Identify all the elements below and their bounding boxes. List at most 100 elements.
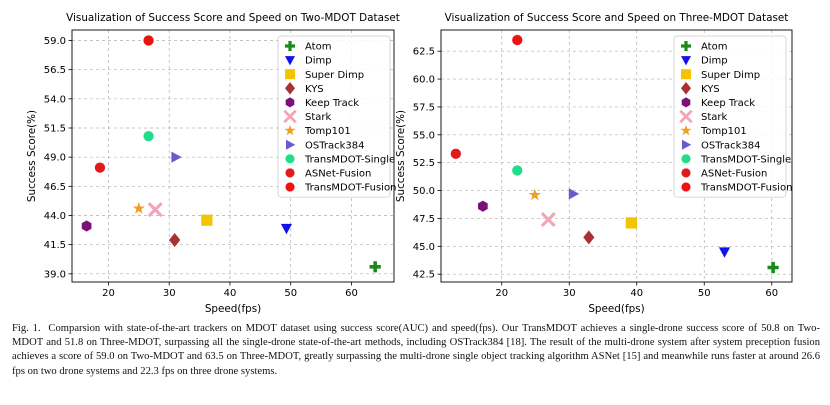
legend-marker-asnet-fusion (681, 167, 691, 178)
point-super-dimp (201, 214, 213, 226)
caption-label: Fig. 1. (12, 323, 41, 334)
point-kys (583, 230, 595, 245)
x-tick-label: 30 (163, 288, 176, 299)
legend-label: OSTrack384 (305, 140, 364, 151)
legend-label: TransMDOT-Fusion (304, 183, 396, 194)
point-tomp101 (132, 202, 145, 214)
point-transmdot-fusion (143, 34, 155, 47)
point-atom (767, 261, 779, 274)
figure-caption: Fig. 1. Comparsion with state-of-the-art… (12, 322, 820, 379)
y-tick-label: 50.0 (413, 186, 435, 197)
legend-marker-kys (285, 82, 295, 95)
legend-marker-atom (681, 41, 691, 51)
x-tick-label: 40 (224, 288, 237, 299)
x-axis-label: Speed(fps) (588, 303, 644, 315)
legend-label: Keep Track (305, 98, 359, 109)
x-tick-label: 20 (495, 288, 508, 299)
legend-box (277, 35, 391, 198)
x-tick-label: 60 (765, 288, 778, 299)
figure: Visualization of Success Score and Speed… (26, 12, 793, 315)
x-tick-label: 40 (630, 288, 643, 299)
x-tick-label: 30 (563, 288, 576, 299)
point-dimp (280, 223, 293, 235)
point-transmdot-fusion (511, 34, 523, 46)
x-tick-label: 50 (284, 288, 297, 299)
point-transmdot-single (143, 130, 155, 142)
legend-marker-asnet-fusion (285, 167, 295, 178)
point-keep-track (478, 200, 488, 212)
y-axis-label: Success Score(%) (395, 110, 407, 202)
x-tick-label: 20 (102, 288, 115, 299)
y-axis-label: Success Score(%) (26, 110, 38, 202)
chart-title: Visualization of Success Score and Speed… (66, 12, 400, 24)
legend-marker-atom (285, 41, 295, 51)
y-tick-label: 62.5 (413, 47, 435, 58)
legend-marker-transmdot-fusion (681, 182, 691, 192)
x-axis-label: Speed(fps) (205, 303, 261, 315)
y-tick-label: 39.0 (44, 269, 66, 280)
legend-label: Super Dimp (305, 70, 364, 81)
y-tick-label: 41.5 (44, 240, 66, 251)
legend-marker-dimp (681, 56, 691, 66)
point-keep-track (81, 220, 92, 232)
legend-marker-dimp (285, 56, 295, 66)
legend-marker-transmdot-single (681, 153, 691, 164)
caption-text: Comparsion with state-of-the-art tracker… (12, 323, 820, 377)
y-tick-label: 46.5 (44, 182, 66, 193)
point-atom (369, 261, 381, 273)
legend-label: Atom (305, 42, 331, 53)
legend-marker-keep-track (681, 97, 691, 108)
legend-marker-super-dimp (285, 69, 295, 80)
legend: Atom Dimp Super Dimp KYS Keep Track Stark Tomp… (277, 35, 396, 198)
legend-label: OSTrack384 (701, 140, 760, 151)
legend-label: TransMDOT-Fusion (700, 183, 792, 194)
legend-marker-stark (679, 109, 693, 124)
legend-marker-ostrack384 (286, 139, 296, 150)
legend-marker-tomp101 (284, 124, 296, 136)
chart-1: Visualization of Success Score and Speed… (26, 12, 400, 315)
chart-title: Visualization of Success Score and Speed… (445, 12, 789, 24)
chart-2: Visualization of Success Score and Speed… (395, 12, 793, 315)
y-tick-label: 56.5 (44, 65, 66, 76)
legend-label: Super Dimp (701, 70, 760, 81)
legend-marker-super-dimp (681, 69, 691, 80)
x-tick-label: 50 (698, 288, 711, 299)
point-kys (169, 233, 181, 247)
y-tick-label: 51.5 (44, 124, 66, 135)
legend-marker-kys (681, 82, 691, 95)
point-asnet-fusion (94, 162, 106, 174)
legend-label: Dimp (305, 56, 332, 67)
y-tick-label: 55.0 (413, 130, 435, 141)
point-tomp101 (528, 188, 541, 201)
y-tick-label: 45.0 (413, 242, 435, 253)
legend-label: ASNet-Fusion (701, 169, 767, 180)
legend-label: ASNet-Fusion (305, 169, 371, 180)
y-tick-label: 44.0 (44, 211, 66, 222)
y-tick-label: 47.5 (413, 214, 435, 225)
point-stark (147, 202, 163, 218)
y-tick-label: 57.5 (413, 102, 435, 113)
legend-label: Keep Track (701, 98, 755, 109)
x-tick-label: 60 (345, 288, 358, 299)
plot-frame (440, 29, 793, 283)
legend-label: Stark (305, 112, 332, 123)
plot-frame (71, 29, 395, 283)
y-tick-label: 52.5 (413, 158, 435, 169)
legend-label: Atom (701, 42, 727, 53)
legend-label: KYS (701, 84, 720, 95)
point-dimp (718, 247, 731, 258)
y-tick-label: 49.0 (44, 153, 66, 164)
legend-label: Stark (701, 112, 728, 123)
y-tick-label: 60.0 (413, 75, 435, 86)
legend-label: TransMDOT-Single (700, 154, 791, 165)
y-tick-label: 54.0 (44, 94, 66, 105)
point-ostrack384 (171, 151, 182, 163)
point-asnet-fusion (450, 148, 462, 160)
legend-marker-ostrack384 (682, 139, 692, 150)
point-transmdot-single (511, 164, 523, 177)
legend-label: Tomp101 (700, 126, 747, 137)
point-super-dimp (625, 217, 637, 229)
point-stark (540, 212, 556, 228)
y-tick-label: 59.0 (44, 36, 66, 47)
point-ostrack384 (568, 188, 580, 200)
